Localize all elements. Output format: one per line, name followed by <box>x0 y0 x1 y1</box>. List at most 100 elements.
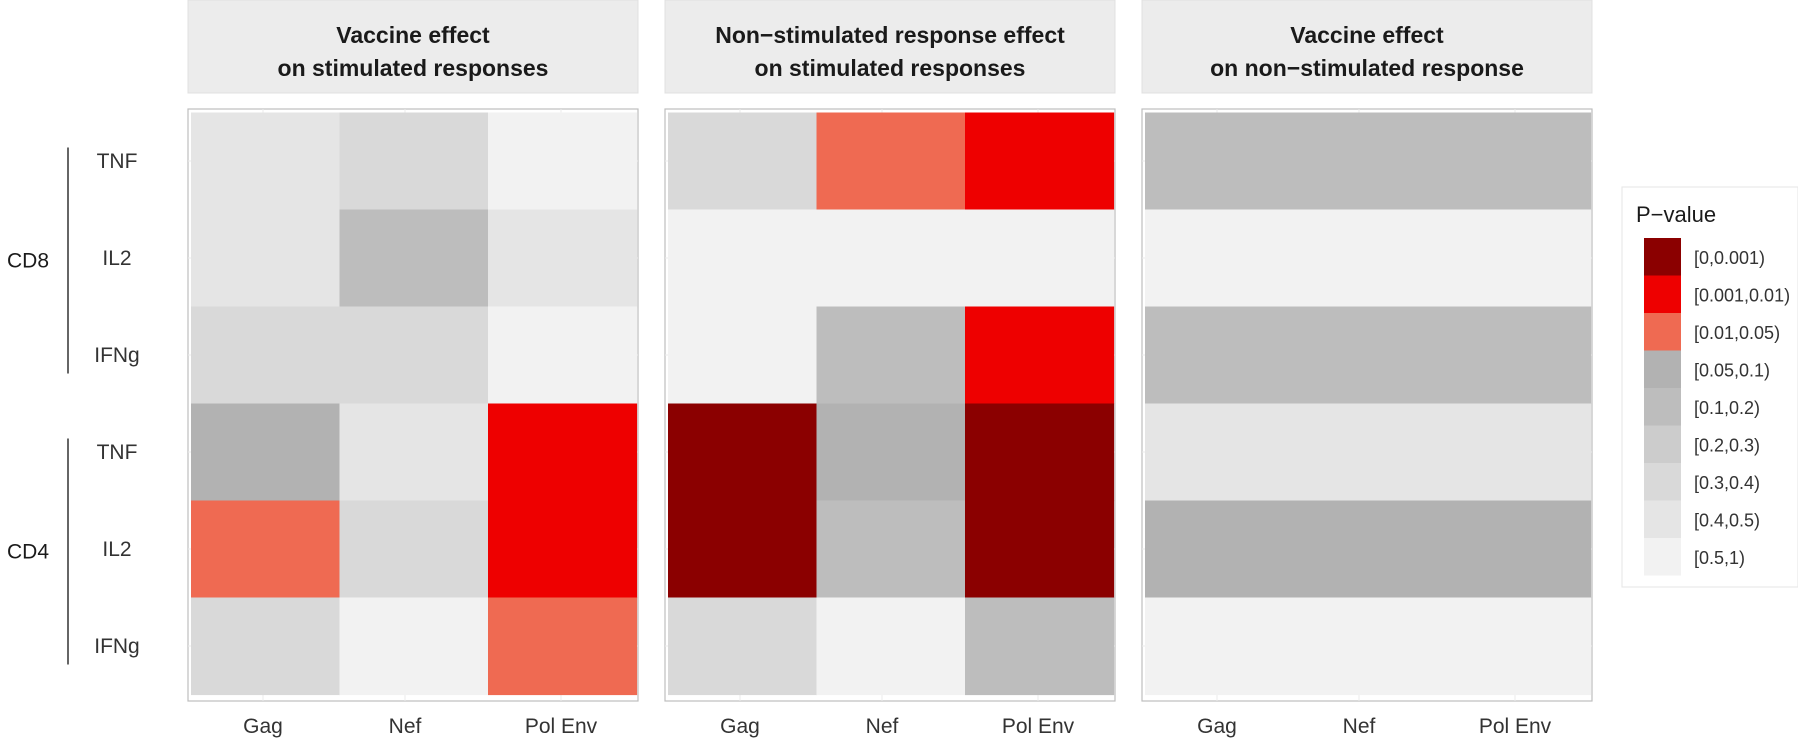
heatmap-tile <box>191 209 341 308</box>
heatmap-tile <box>1442 112 1592 211</box>
x-tick-label: Pol Env <box>1002 715 1075 738</box>
heatmap-tile <box>668 112 818 211</box>
heatmap-tile <box>191 112 341 211</box>
legend-label: [0.01,0.05) <box>1694 323 1780 343</box>
x-tick-label: Pol Env <box>525 715 598 738</box>
heatmap-tile <box>668 597 818 696</box>
legend-label: [0.2,0.3) <box>1694 435 1760 455</box>
legend-key <box>1644 313 1681 351</box>
legend-label: [0.001,0.01) <box>1694 285 1790 305</box>
heatmap-tile <box>668 209 818 308</box>
y-tick-label: IL2 <box>102 247 131 270</box>
heatmap-tile <box>1145 500 1295 599</box>
x-tick-label: Nef <box>389 715 422 738</box>
x-tick-label: Gag <box>243 715 283 738</box>
heatmap-tile <box>1293 500 1443 599</box>
heatmap-tile <box>1293 112 1443 211</box>
legend-label: [0.4,0.5) <box>1694 510 1760 530</box>
heatmap-tile <box>1293 597 1443 696</box>
heatmap-tile <box>1145 597 1295 696</box>
heatmap-tile <box>965 500 1115 599</box>
x-tick-label: Pol Env <box>1479 715 1552 738</box>
heatmap-tile <box>339 209 489 308</box>
legend-key <box>1644 275 1681 313</box>
legend-label: [0,0.001) <box>1694 248 1765 268</box>
panel-title-strip <box>187 0 639 94</box>
legend-key <box>1644 425 1681 463</box>
heatmap-tile <box>191 306 341 405</box>
legend-key <box>1644 238 1681 276</box>
heatmap-tile <box>1442 306 1592 405</box>
legend-label: [0.5,1) <box>1694 548 1745 568</box>
heatmap-tile <box>816 597 966 696</box>
y-tick-label: IL2 <box>102 538 131 561</box>
heatmap-tile <box>1293 403 1443 502</box>
heatmap-tile <box>488 500 638 599</box>
legend-label: [0.1,0.2) <box>1694 398 1760 418</box>
heatmap-tile <box>1442 500 1592 599</box>
heatmap-tile <box>339 500 489 599</box>
heatmap-tile <box>965 403 1115 502</box>
panel-title-line: Vaccine effect <box>1290 22 1444 48</box>
heatmap-tile <box>816 500 966 599</box>
panel-title-line: Vaccine effect <box>336 22 490 48</box>
legend-label: [0.3,0.4) <box>1694 473 1760 493</box>
heatmap-tile <box>1442 597 1592 696</box>
heatmap-tile <box>965 112 1115 211</box>
panel-title-strip <box>1141 0 1593 94</box>
heatmap-tile <box>1293 209 1443 308</box>
heatmap-tile <box>1145 306 1295 405</box>
heatmap-tile <box>1145 209 1295 308</box>
heatmap-tile <box>191 597 341 696</box>
legend-key <box>1644 500 1681 538</box>
panel-title-line: on stimulated responses <box>755 55 1026 81</box>
y-tick-label: IFNg <box>94 635 140 658</box>
group-label: CD8 <box>7 250 49 273</box>
heatmap-tile <box>965 306 1115 405</box>
x-tick-label: Gag <box>720 715 760 738</box>
x-tick-label: Nef <box>1343 715 1376 738</box>
heatmap-tile <box>488 306 638 405</box>
legend-label: [0.05,0.1) <box>1694 360 1770 380</box>
heatmap-tile <box>965 209 1115 308</box>
heatmap-tile <box>1293 306 1443 405</box>
heatmap-tile <box>816 112 966 211</box>
panel-title-line: Non−stimulated response effect <box>715 22 1065 48</box>
heatmap-tile <box>668 500 818 599</box>
legend-key <box>1644 463 1681 501</box>
heatmap-tile <box>1442 403 1592 502</box>
heatmap-tile <box>339 403 489 502</box>
legend-key <box>1644 538 1681 576</box>
x-tick-label: Nef <box>866 715 899 738</box>
heatmap-tile <box>191 500 341 599</box>
x-tick-label: Gag <box>1197 715 1237 738</box>
panel-title-line: on non−stimulated response <box>1210 55 1524 81</box>
heatmap-tile <box>488 403 638 502</box>
heatmap-tile <box>816 403 966 502</box>
heatmap-tile <box>339 112 489 211</box>
group-label: CD4 <box>7 541 49 564</box>
heatmap-tile <box>816 306 966 405</box>
heatmap-tile <box>816 209 966 308</box>
legend-key <box>1644 388 1681 426</box>
y-tick-label: TNF <box>97 150 138 173</box>
legend-title: P−value <box>1636 202 1716 227</box>
heatmap-tile <box>488 112 638 211</box>
heatmap-tile <box>1442 209 1592 308</box>
panel-title-strip <box>664 0 1116 94</box>
heatmap-tile <box>339 597 489 696</box>
panel-title-line: on stimulated responses <box>278 55 549 81</box>
heatmap-tile <box>1145 112 1295 211</box>
y-tick-label: TNF <box>97 441 138 464</box>
heatmap-tile <box>965 597 1115 696</box>
heatmap-tile <box>488 597 638 696</box>
heatmap-tile <box>1145 403 1295 502</box>
legend-key <box>1644 350 1681 388</box>
heatmap-tile <box>488 209 638 308</box>
heatmap-tile <box>191 403 341 502</box>
heatmap-tile <box>339 306 489 405</box>
heatmap-tile <box>668 403 818 502</box>
heatmap-tile <box>668 306 818 405</box>
